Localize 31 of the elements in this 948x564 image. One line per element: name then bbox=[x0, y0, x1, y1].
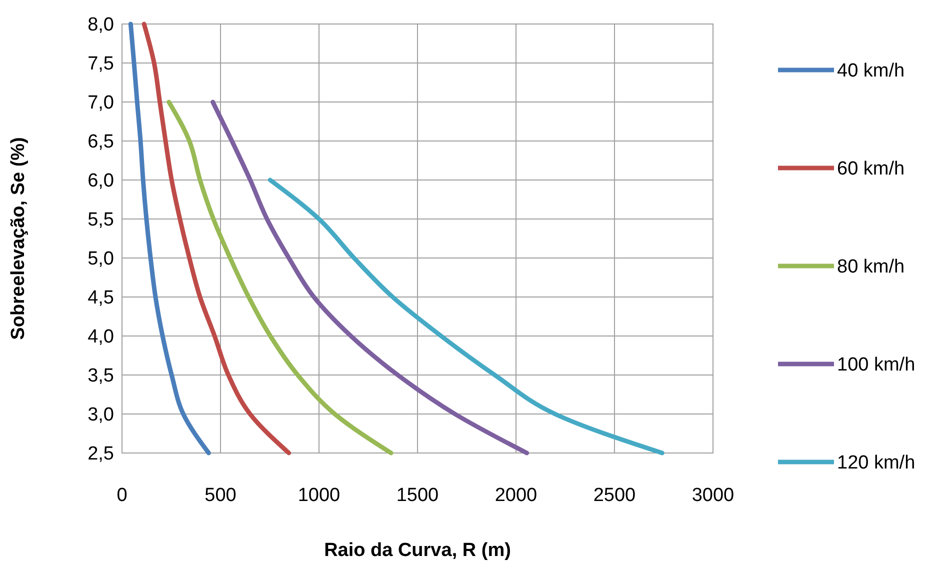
line-series bbox=[268, 178, 664, 456]
y-tick-label: 5,0 bbox=[88, 248, 114, 270]
legend-label: 40 km/h bbox=[837, 60, 905, 82]
legend-label: 80 km/h bbox=[837, 256, 905, 278]
x-axis-title: Raio da Curva, R (m) bbox=[324, 540, 511, 561]
y-tick-label: 3,0 bbox=[88, 404, 114, 426]
legend-label: 100 km/h bbox=[837, 354, 916, 376]
y-tick-label: 6,0 bbox=[88, 170, 114, 192]
y-tick-label: 2,5 bbox=[88, 444, 114, 465]
x-tick-label: 1500 bbox=[396, 485, 439, 506]
y-tick-label: 4,0 bbox=[88, 326, 114, 348]
y-tick-label: 3,5 bbox=[88, 366, 114, 387]
y-tick-label: 5,5 bbox=[88, 210, 114, 231]
y-tick-label: 4,5 bbox=[88, 288, 114, 309]
y-tick-label: 7,0 bbox=[88, 92, 114, 114]
y-axis-title: Sobreelevação, Se (%) bbox=[8, 137, 29, 340]
x-tick-label: 500 bbox=[204, 485, 236, 506]
line-series bbox=[166, 100, 394, 456]
line-series bbox=[128, 22, 211, 456]
y-tick-label: 7,5 bbox=[88, 54, 114, 75]
legend-label: 60 km/h bbox=[837, 158, 905, 180]
x-tick-label: 1000 bbox=[298, 485, 340, 506]
x-tick-label: 3000 bbox=[692, 485, 734, 506]
x-tick-label: 2000 bbox=[494, 485, 538, 506]
line-series bbox=[142, 22, 292, 456]
line-series bbox=[210, 100, 530, 456]
legend-label: 120 km/h bbox=[837, 452, 916, 474]
x-tick-label: 2500 bbox=[593, 485, 636, 506]
x-tick-label: 0 bbox=[116, 485, 128, 506]
y-tick-label: 6,5 bbox=[88, 132, 114, 153]
y-tick-label: 8,0 bbox=[88, 14, 114, 36]
